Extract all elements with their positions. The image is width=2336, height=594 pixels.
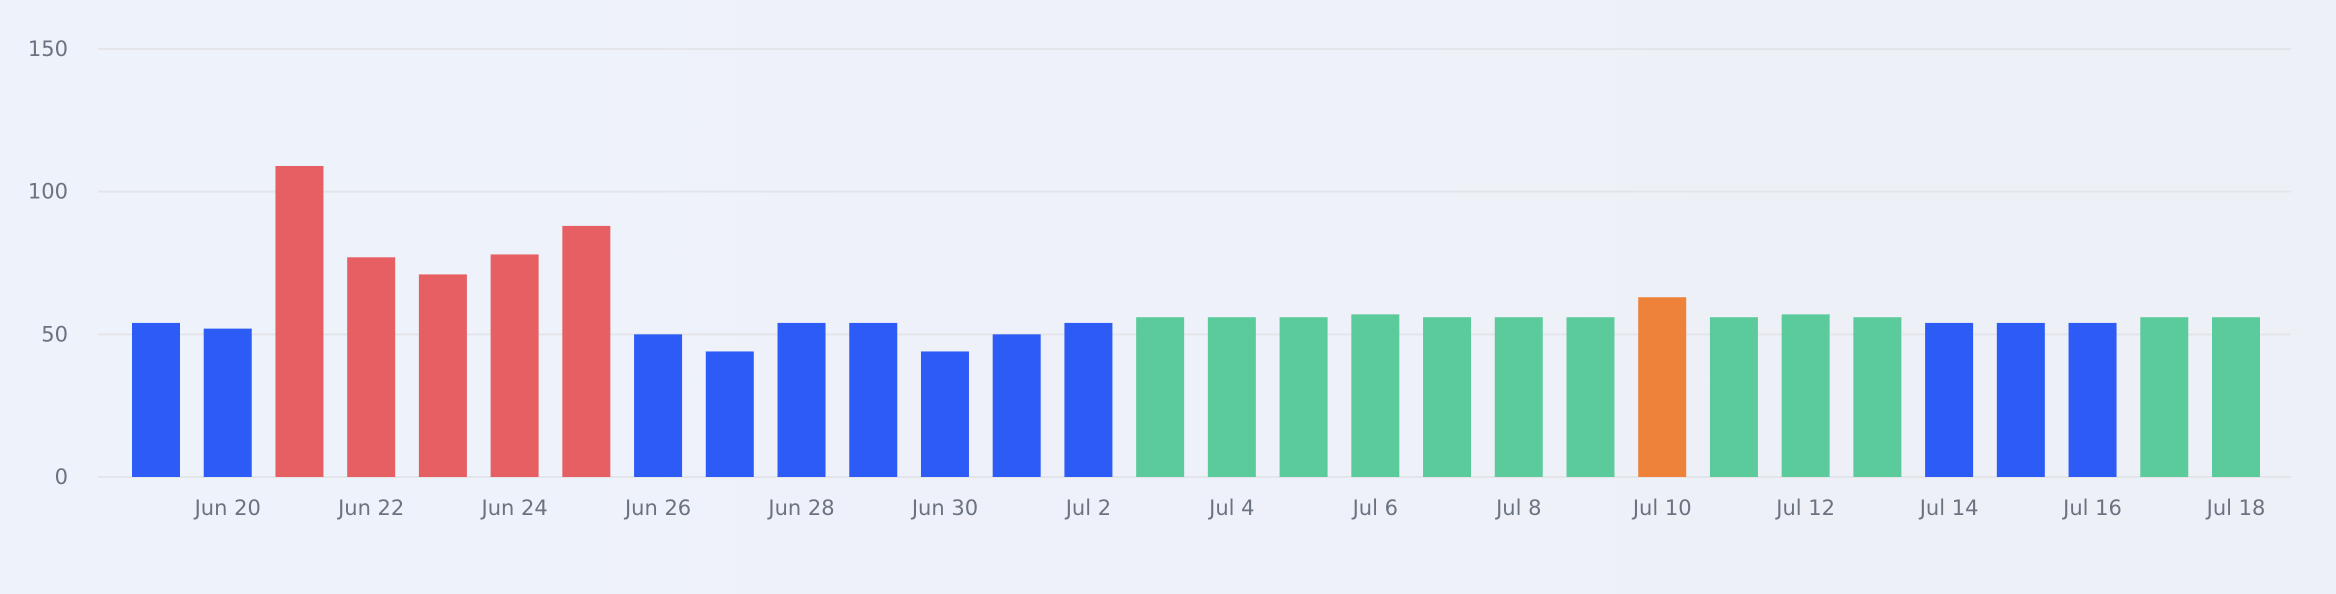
bar-jul-9[interactable] [1566,317,1615,477]
bar-jul-8[interactable] [1494,317,1543,477]
x-tick-label: Jun 30 [910,496,978,520]
bar-jul-13[interactable] [1853,317,1902,477]
bar-jul-14[interactable] [1925,322,1974,477]
x-tick-label: Jul 10 [1631,496,1692,520]
bar-jun-22[interactable] [347,257,396,477]
bar-jun-19[interactable] [132,322,180,477]
bars [132,165,2260,477]
x-tick-label: Jul 6 [1351,496,1398,520]
x-tick-label: Jul 18 [2205,496,2266,520]
x-tick-label: Jun 26 [623,496,691,520]
x-tick-label: Jun 28 [766,496,834,520]
y-tick-label: 150 [28,37,68,61]
bar-jul-5[interactable] [1279,317,1328,477]
x-tick-label: Jun 20 [193,496,261,520]
x-tick-label: Jul 16 [2061,496,2122,520]
bar-jul-6[interactable] [1351,314,1400,477]
bar-jul-3[interactable] [1136,317,1185,477]
bar-jul-15[interactable] [1996,322,2045,477]
x-tick-label: Jun 24 [480,496,548,520]
bar-jun-29[interactable] [849,322,898,477]
bar-jun-27[interactable] [705,351,754,477]
x-tick-label: Jun 22 [336,496,404,520]
bar-jul-12[interactable] [1781,314,1830,477]
bar-jun-23[interactable] [418,274,467,477]
x-tick-label: Jul 14 [1918,496,1979,520]
bar-jul-11[interactable] [1709,317,1758,477]
bar-jun-21[interactable] [275,165,324,477]
x-tick-label: Jul 4 [1207,496,1254,520]
x-axis-ticks: Jun 20 Jun 22 Jun 24 Jun 26 Jun 28 Jun 30 Jul … [193,496,2266,520]
bar-jun-24[interactable] [490,254,539,477]
y-tick-label: 0 [55,465,68,489]
bar-jul-4[interactable] [1207,317,1256,477]
bar-jul-2[interactable] [1064,322,1113,477]
bar-jun-20[interactable] [203,328,252,477]
bar-jun-28[interactable] [777,322,826,477]
bar-jun-25[interactable] [562,225,611,477]
bar-jul-17[interactable] [2140,317,2189,477]
bar-jun-30[interactable] [920,351,969,477]
y-tick-label: 50 [41,322,68,346]
x-tick-label: Jul 2 [1064,496,1111,520]
bar-jul-10[interactable] [1638,297,1687,477]
bar-jun-26[interactable] [634,334,683,477]
bar-jul-1[interactable] [992,334,1041,477]
bar-jul-18[interactable] [2212,317,2260,477]
x-tick-label: Jul 8 [1494,496,1541,520]
bar-jul-7[interactable] [1423,317,1472,477]
y-axis-ticks: 0 50 100 150 [28,37,68,489]
y-tick-label: 100 [28,180,68,204]
x-tick-label: Jul 12 [1774,496,1835,520]
bar-jul-16[interactable] [2068,322,2117,477]
